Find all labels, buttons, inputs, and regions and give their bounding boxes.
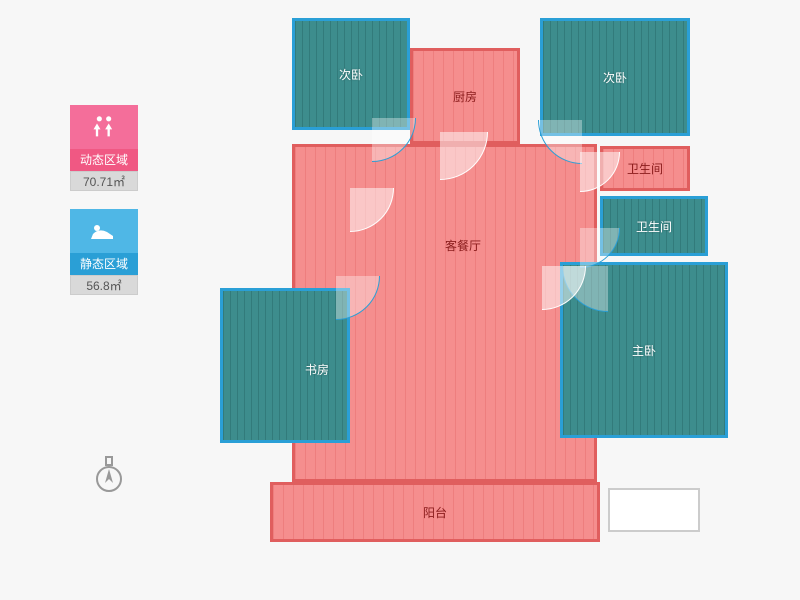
room-bath1: 卫生间: [600, 146, 690, 191]
room-label: 卫生间: [627, 160, 663, 177]
room-study: 书房: [220, 288, 350, 443]
legend-static-label: 静态区域: [70, 253, 138, 275]
room-label: 阳台: [423, 504, 447, 521]
floor-plan: 客餐厅厨房次卧次卧卫生间卫生间书房主卧阳台: [220, 18, 740, 578]
room-kitchen: 厨房: [410, 48, 520, 144]
room-bedroom2_right: 次卧: [540, 18, 690, 136]
legend-static: 静态区域 56.8㎡: [70, 209, 138, 295]
people-icon: [70, 105, 138, 149]
room-label: 厨房: [453, 88, 477, 105]
legend-dynamic-label: 动态区域: [70, 149, 138, 171]
room-label: 次卧: [339, 66, 363, 83]
balcony-slab: [608, 488, 700, 532]
room-label: 次卧: [603, 69, 627, 86]
room-label: 主卧: [632, 342, 656, 359]
room-bedroom2_left: 次卧: [292, 18, 410, 130]
room-balcony: 阳台: [270, 482, 600, 542]
rest-icon: [70, 209, 138, 253]
legend-dynamic-value: 70.71㎡: [70, 171, 138, 191]
compass-icon: [92, 455, 126, 495]
room-bath2: 卫生间: [600, 196, 708, 256]
room-label: 书房: [305, 361, 329, 378]
room-label: 卫生间: [636, 218, 672, 235]
legend-static-value: 56.8㎡: [70, 275, 138, 295]
legend-dynamic: 动态区域 70.71㎡: [70, 105, 138, 191]
room-label: 客餐厅: [445, 237, 481, 254]
legend-panel: 动态区域 70.71㎡ 静态区域 56.8㎡: [70, 105, 142, 313]
room-master: 主卧: [560, 262, 728, 438]
